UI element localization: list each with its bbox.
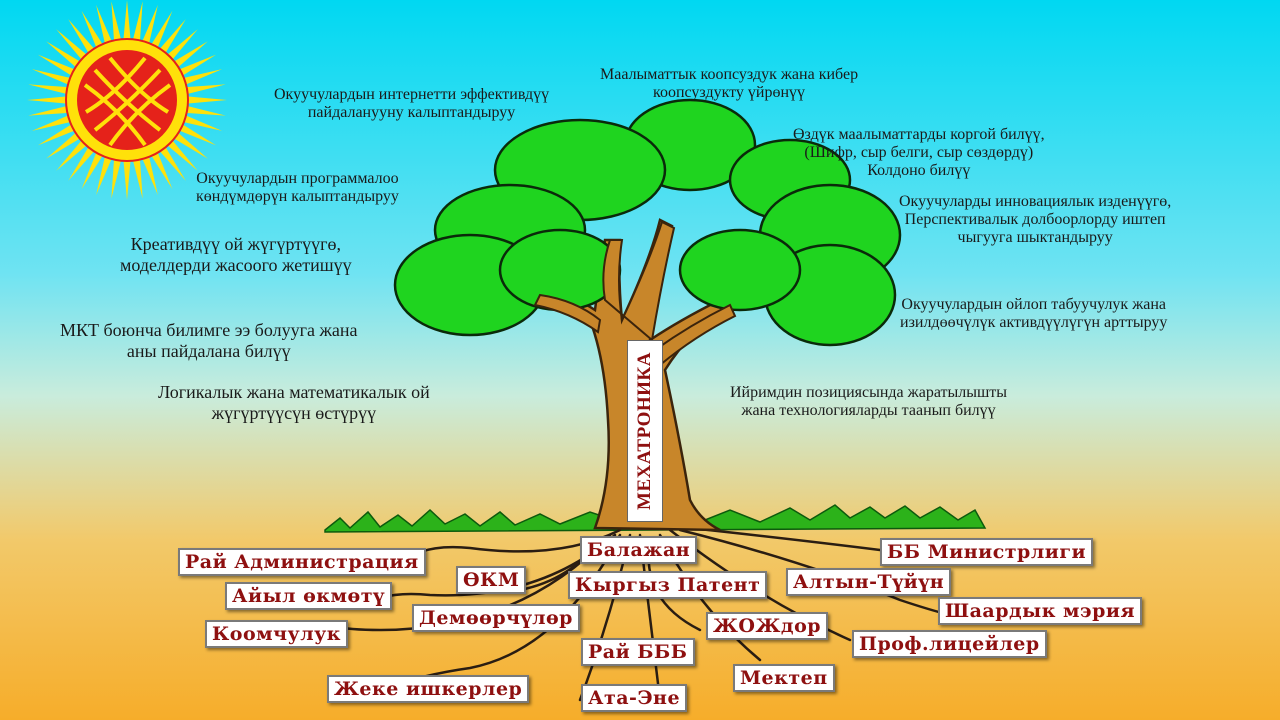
goal-line: Окуучулардын ойлоп табуучулук жана: [901, 296, 1167, 313]
goal-line: Маалыматтык коопсуздук жана кибер: [600, 66, 859, 83]
root-label-universities: ЖОЖдор: [706, 612, 829, 640]
sun-ray: [111, 158, 122, 199]
goal-line: Өздүк маалыматтарды коргой билүү,: [793, 126, 1045, 143]
goal-line: моделдерди жасоого жетишүү: [120, 255, 352, 275]
sun-ray: [81, 151, 104, 190]
sun-ray: [150, 151, 173, 190]
sun-ray: [123, 0, 131, 41]
sun-ray: [173, 41, 208, 68]
sun-ray: [27, 96, 68, 104]
sun-ray: [166, 29, 198, 61]
sun-ray: [123, 159, 131, 200]
sun-ray: [28, 105, 69, 116]
kyrgyz-flag-sun-icon: [27, 0, 227, 200]
sun-ray: [31, 115, 72, 131]
sun-ray: [142, 4, 158, 45]
sun-ray: [111, 1, 122, 42]
sun-ray: [68, 146, 95, 181]
goal-line: Окуучулардын программалоо: [196, 170, 399, 187]
goal-line: пайдаланууну калыптандыруу: [307, 104, 516, 121]
root-label-ministry-education: ББ Министрлиги: [880, 538, 1094, 566]
sun-ray: [132, 158, 143, 199]
root-label-balajan: Балажан: [580, 536, 698, 564]
goal-line: МКТ боюнча билимге ээ болууга жана: [60, 320, 358, 340]
goal-data-protection: Өздүк маалыматтарды коргой билүү, (Шифр,…: [793, 126, 1045, 180]
root-label-kyrgyz-patent: Кыргыз Патент: [568, 571, 768, 599]
goal-invention-research: Окуучулардын ойлоп табуучулук жана изилд…: [900, 296, 1167, 332]
root-label-community: Коомчулук: [205, 620, 348, 648]
sun-ray: [31, 69, 72, 85]
sun-ray: [96, 155, 112, 196]
root-label-district-administration: Рай Администрация: [178, 548, 426, 576]
sun-ray: [46, 41, 81, 68]
sun-ray: [132, 1, 143, 42]
root-label-district-education: Рай БББ: [581, 638, 695, 666]
goal-programming-skills: Окуучулардын программалоо көндүмдөрүн ка…: [196, 170, 399, 206]
sun-ray: [81, 10, 104, 49]
root-label-village-government: Айыл өкмөтү: [225, 582, 392, 610]
sun-ray: [185, 105, 226, 116]
trunk-label-text: МЕХАТРОНИКА: [634, 352, 655, 510]
root-label-school: Мектеп: [733, 664, 835, 692]
goal-innovation: Окуучуларды инновациялык изденүүгө, Перс…: [899, 193, 1171, 247]
sun-ray: [178, 54, 217, 77]
tree-canopy: [393, 98, 902, 347]
goal-logical-thinking: Логикалык жана математикалык ой жүгүртүү…: [158, 382, 430, 424]
goal-line: Креативдүү ой жүгүртүүгө,: [130, 234, 342, 254]
root-label-parents: Ата-Эне: [581, 684, 688, 712]
goal-line: Окуучуларды инновациялык изденүүгө,: [899, 193, 1172, 210]
goal-line: Окуучулардын интернетти эффективдүү: [274, 86, 550, 103]
goal-line: коопсуздукту үйрөнүү: [653, 84, 806, 101]
goal-line: көндүмдөрүн калыптандыруу: [196, 188, 399, 205]
sun-ray: [56, 139, 88, 171]
sun-ray: [96, 4, 112, 45]
goal-line: Перспективалык долбоорлорду иштеп: [904, 211, 1166, 228]
goal-line: (Шифр, сыр белги, сыр сөздөрдү): [804, 144, 1034, 161]
trunk-label-mechatronics: МЕХАТРОНИКА: [627, 340, 663, 522]
goal-line: аны пайдалана билүү: [126, 341, 291, 361]
goal-info-security: Маалыматтык коопсуздук жана кибер коопсу…: [600, 66, 858, 102]
root-label-vocational-lyceums: Проф.лицейлер: [852, 630, 1047, 658]
root-label-entrepreneurs: Жеке ишкерлер: [327, 675, 530, 703]
sun-ray: [68, 19, 95, 54]
goal-creative-thinking: Креативдүү ой жүгүртүүгө, моделдерди жас…: [120, 234, 352, 276]
goal-internet-use: Окуучулардын интернетти эффективдүү пайд…: [274, 86, 549, 122]
sun-ray: [178, 123, 217, 146]
goal-line: Колдоно билүү: [867, 162, 971, 179]
sun-ray: [159, 146, 186, 181]
sun-ray: [159, 19, 186, 54]
sun-ray: [186, 96, 227, 104]
sun-ray: [182, 115, 223, 131]
root-label-city-hall: Шаардык мэрия: [938, 597, 1143, 625]
sun-ray: [56, 29, 88, 61]
sun-ray: [173, 132, 208, 159]
goal-nature-technology: Ийримдин позициясында жаратылышты жана т…: [730, 384, 1007, 420]
sun-ray: [182, 69, 223, 85]
sun-ray: [150, 10, 173, 49]
goal-line: чыгууга шыктандыруу: [957, 229, 1113, 246]
sun-ray: [142, 155, 158, 196]
sun-ray: [166, 139, 198, 171]
root-label-sponsors: Демөөрчүлөр: [412, 604, 580, 632]
goal-line: изилдөөчүлүк активдүүлүгүн арттыруу: [900, 314, 1168, 331]
root-label-altyn-tuyun: Алтын-Түйүн: [786, 568, 952, 596]
goal-line: Ийримдин позициясында жаратылышты: [730, 384, 1008, 401]
sun-ray: [28, 84, 69, 95]
sun-ray: [37, 123, 76, 146]
goal-line: Логикалык жана математикалык ой: [158, 382, 430, 402]
root-label-okm: ӨКМ: [456, 566, 527, 594]
sun-ray: [185, 84, 226, 95]
goal-line: жүгүртүүсүн өстүрүү: [211, 403, 377, 423]
sun-ray: [37, 54, 76, 77]
goal-ict-knowledge: МКТ боюнча билимге ээ болууга жана аны п…: [60, 320, 358, 362]
sun-ray: [46, 132, 81, 159]
goal-line: жана технологияларды таанып билүү: [741, 402, 996, 419]
